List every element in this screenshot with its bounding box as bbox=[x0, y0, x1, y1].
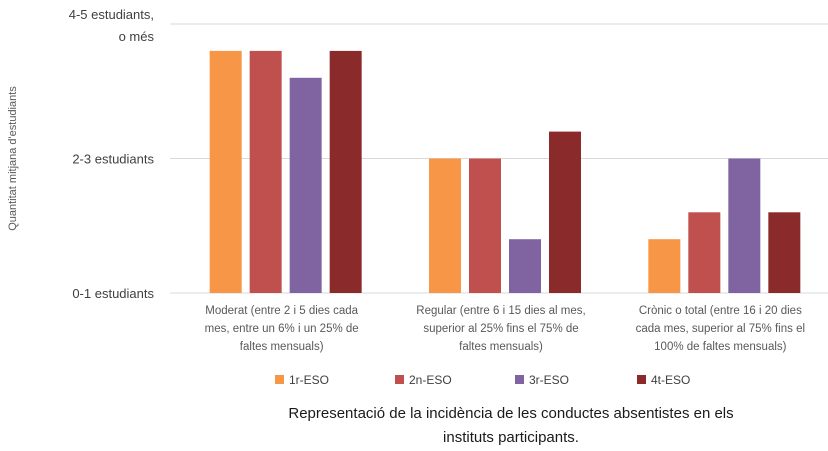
y-tick-label-2-0: 4-5 estudiants, bbox=[69, 7, 154, 22]
legend-swatch-1r-ESO bbox=[275, 375, 284, 384]
chart-title-line-1: Representació de la incidència de les co… bbox=[288, 405, 733, 422]
category-label-0-2: faltes mensuals) bbox=[240, 341, 324, 353]
legend-swatch-3r-ESO bbox=[515, 375, 524, 384]
bar-2n-ESO-2 bbox=[688, 212, 721, 293]
y-tick-label-1: 2-3 estudiants bbox=[72, 152, 154, 167]
legend-swatch-2n-ESO bbox=[395, 375, 404, 384]
category-label-0-0: Moderat (entre 2 i 5 dies cada bbox=[205, 305, 358, 317]
legend-label-4t-ESO: 4t-ESO bbox=[651, 373, 690, 387]
legend-swatch-4t-ESO bbox=[637, 375, 646, 384]
bar-1r-ESO-0 bbox=[209, 50, 242, 294]
y-tick-label-0: 0-1 estudiants bbox=[72, 286, 154, 301]
y-axis-title: Quantitat mitjana d'estudiants bbox=[7, 86, 19, 231]
y-tick-label-2-1: o més bbox=[119, 29, 155, 44]
legend-label-2n-ESO: 2n-ESO bbox=[409, 373, 452, 387]
category-label-1-1: superior al 25% fins el 75% de bbox=[423, 323, 578, 335]
bar-2n-ESO-0 bbox=[249, 50, 282, 294]
bar-4t-ESO-0 bbox=[329, 50, 362, 294]
category-label-0-1: mes, entre un 6% i un 25% de bbox=[205, 323, 359, 335]
category-label-2-0: Crònic o total (entre 16 i 20 dies bbox=[639, 305, 802, 317]
bar-1r-ESO-2 bbox=[648, 239, 681, 293]
bar-4t-ESO-2 bbox=[768, 212, 801, 293]
legend-label-1r-ESO: 1r-ESO bbox=[289, 373, 329, 387]
bar-4t-ESO-1 bbox=[549, 131, 581, 293]
bar-3r-ESO-0 bbox=[289, 77, 322, 293]
bar-2n-ESO-1 bbox=[469, 158, 501, 293]
category-label-1-0: Regular (entre 6 i 15 dies al mes, bbox=[416, 305, 585, 317]
bar-3r-ESO-2 bbox=[728, 158, 761, 293]
chart-title-line-2: instituts participants. bbox=[443, 429, 579, 446]
category-label-2-2: 100% de faltes mensuals) bbox=[654, 341, 786, 353]
legend-label-3r-ESO: 3r-ESO bbox=[529, 373, 569, 387]
bar-1r-ESO-1 bbox=[429, 158, 461, 293]
category-label-1-2: faltes mensuals) bbox=[459, 341, 543, 353]
bar-3r-ESO-1 bbox=[509, 239, 541, 293]
category-label-2-1: cada mes, superior al 75% fins el bbox=[636, 323, 805, 335]
